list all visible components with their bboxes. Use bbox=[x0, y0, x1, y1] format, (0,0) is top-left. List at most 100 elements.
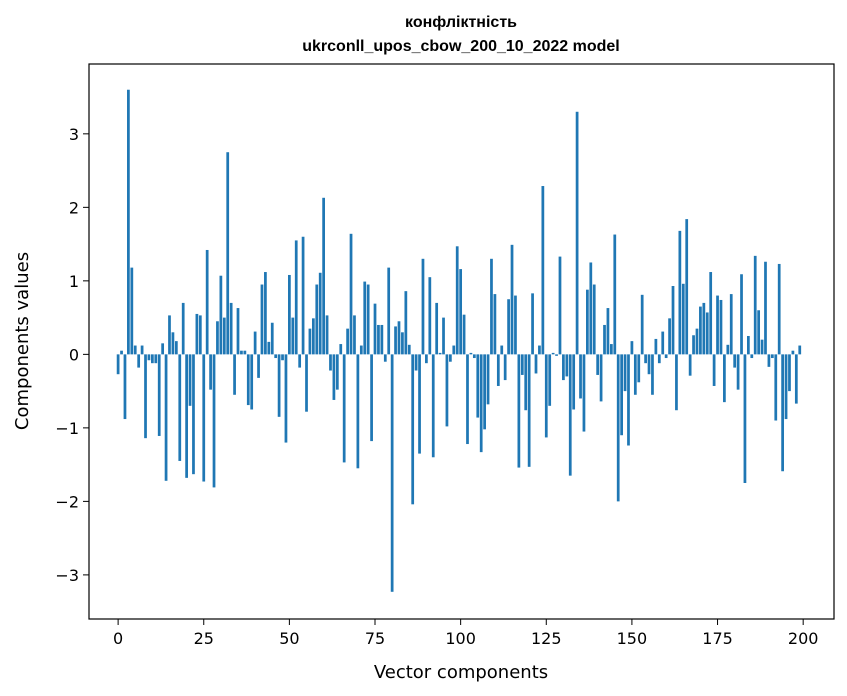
bar bbox=[401, 332, 404, 355]
y-axis: −3 −2 −1 0 1 2 3 bbox=[55, 125, 89, 585]
bar bbox=[493, 294, 497, 355]
bar bbox=[702, 302, 706, 355]
bar bbox=[681, 283, 685, 355]
bar bbox=[246, 354, 250, 406]
bar bbox=[390, 354, 394, 592]
bar bbox=[151, 354, 154, 364]
bar bbox=[192, 354, 195, 475]
y-tick-label: 0 bbox=[69, 345, 79, 364]
bar bbox=[116, 354, 120, 375]
bar bbox=[366, 284, 370, 355]
bar bbox=[705, 312, 709, 355]
bar bbox=[291, 317, 295, 355]
bar bbox=[633, 354, 637, 395]
bar bbox=[154, 354, 158, 364]
bar bbox=[709, 272, 713, 355]
bar bbox=[675, 354, 678, 411]
bar bbox=[147, 354, 151, 361]
bar bbox=[284, 354, 288, 443]
bar bbox=[774, 354, 778, 421]
y-tick-label: 2 bbox=[69, 198, 79, 217]
bar bbox=[661, 331, 665, 355]
bar bbox=[541, 186, 545, 355]
x-tick-label: 50 bbox=[279, 629, 299, 648]
bar bbox=[445, 354, 449, 427]
bar bbox=[318, 272, 322, 355]
bar bbox=[514, 295, 517, 355]
bar bbox=[767, 354, 771, 367]
bar bbox=[788, 354, 791, 392]
bar bbox=[798, 345, 802, 355]
bar bbox=[311, 318, 315, 355]
bar bbox=[575, 111, 579, 355]
bar bbox=[692, 335, 695, 355]
bar bbox=[305, 354, 308, 412]
bar bbox=[729, 294, 733, 355]
bar bbox=[325, 315, 329, 355]
bar bbox=[404, 291, 408, 355]
bar bbox=[240, 350, 243, 355]
bar bbox=[174, 341, 178, 355]
bar bbox=[349, 233, 353, 355]
bar bbox=[157, 354, 161, 436]
bar bbox=[428, 277, 432, 355]
bar bbox=[339, 344, 343, 355]
bar bbox=[794, 354, 798, 404]
bar bbox=[637, 354, 641, 383]
bar bbox=[438, 352, 442, 355]
bar bbox=[699, 306, 702, 355]
x-axis-label: Vector components bbox=[374, 662, 548, 683]
bar bbox=[120, 350, 123, 355]
bar bbox=[178, 354, 182, 461]
bar bbox=[133, 345, 137, 355]
bar bbox=[647, 354, 651, 375]
bar bbox=[613, 234, 617, 355]
bar bbox=[449, 354, 452, 362]
bar bbox=[267, 341, 271, 355]
bar bbox=[747, 335, 750, 355]
bar bbox=[277, 354, 281, 417]
x-tick-label: 175 bbox=[702, 629, 733, 648]
bar bbox=[370, 354, 373, 442]
bar bbox=[726, 344, 730, 355]
bar bbox=[123, 354, 127, 420]
bar bbox=[740, 274, 743, 355]
bar bbox=[657, 354, 661, 364]
bar bbox=[507, 299, 510, 355]
bar bbox=[202, 354, 206, 482]
bar bbox=[137, 354, 141, 368]
bar bbox=[380, 324, 384, 355]
bar bbox=[678, 230, 682, 355]
bar bbox=[586, 289, 589, 355]
x-tick-label: 150 bbox=[617, 629, 648, 648]
bar bbox=[479, 354, 483, 453]
bar bbox=[219, 275, 223, 355]
bar bbox=[750, 354, 754, 359]
bar bbox=[531, 293, 534, 355]
bar bbox=[582, 354, 586, 432]
bar bbox=[270, 322, 274, 355]
y-tick-label: −1 bbox=[55, 419, 79, 438]
bar bbox=[551, 352, 555, 355]
x-tick-label: 75 bbox=[365, 629, 385, 648]
bar bbox=[466, 354, 469, 445]
bar bbox=[644, 354, 647, 364]
bar bbox=[342, 354, 346, 463]
bar bbox=[397, 321, 401, 355]
bar bbox=[229, 302, 233, 355]
bar bbox=[596, 354, 600, 375]
bar bbox=[770, 354, 774, 359]
bar bbox=[407, 344, 411, 355]
bar bbox=[222, 317, 226, 355]
bar bbox=[216, 321, 219, 355]
bar bbox=[332, 354, 336, 400]
bar bbox=[548, 354, 552, 406]
bar bbox=[524, 354, 528, 411]
bar bbox=[568, 354, 572, 476]
bar bbox=[253, 331, 257, 355]
bar bbox=[640, 294, 644, 355]
bar bbox=[623, 354, 627, 392]
bar bbox=[236, 308, 240, 355]
bar bbox=[414, 354, 418, 371]
